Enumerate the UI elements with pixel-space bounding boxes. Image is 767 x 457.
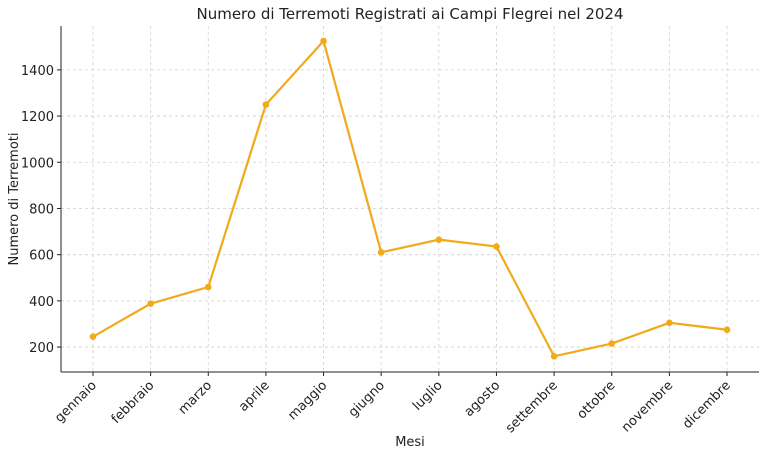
x-tick-label: novembre <box>619 378 676 435</box>
x-axis-label: Mesi <box>395 435 425 450</box>
x-tick-label: dicembre <box>680 378 734 432</box>
y-tick-label: 200 <box>29 341 54 356</box>
data-line <box>92 38 728 358</box>
x-tick-label: febbraio <box>109 378 158 427</box>
y-tick-label: 600 <box>29 249 54 264</box>
data-point <box>435 236 443 243</box>
data-point <box>89 333 97 340</box>
y-axis-label: Numero di Terremoti <box>7 133 22 266</box>
chart-title: Numero di Terremoti Registrati ai Campi … <box>196 5 623 23</box>
x-tick-label: maggio <box>285 378 330 423</box>
x-tick-label: marzo <box>176 378 215 417</box>
y-tick-label: 1200 <box>21 110 54 125</box>
data-point <box>550 352 558 360</box>
x-tick-label: aprile <box>236 378 273 415</box>
x-tick-label: ottobre <box>574 378 618 422</box>
x-tick-label: agosto <box>462 378 504 420</box>
data-point <box>723 326 731 334</box>
data-point <box>377 249 385 256</box>
x-tick-label: gennaio <box>52 378 100 426</box>
data-point <box>320 37 327 45</box>
data-point <box>666 319 673 327</box>
y-tick-label: 400 <box>29 295 54 310</box>
data-point <box>147 300 154 307</box>
data-point <box>262 101 270 108</box>
x-tick-label: giugno <box>346 378 388 420</box>
data-point <box>204 283 212 291</box>
data-point <box>608 340 616 347</box>
data-point <box>493 243 500 250</box>
x-tick-label: settembre <box>503 378 561 436</box>
y-tick-label: 1000 <box>21 156 54 171</box>
y-tick-label: 800 <box>29 202 54 217</box>
y-tick-label: 1400 <box>21 64 54 79</box>
x-tick-label: luglio <box>410 378 446 414</box>
